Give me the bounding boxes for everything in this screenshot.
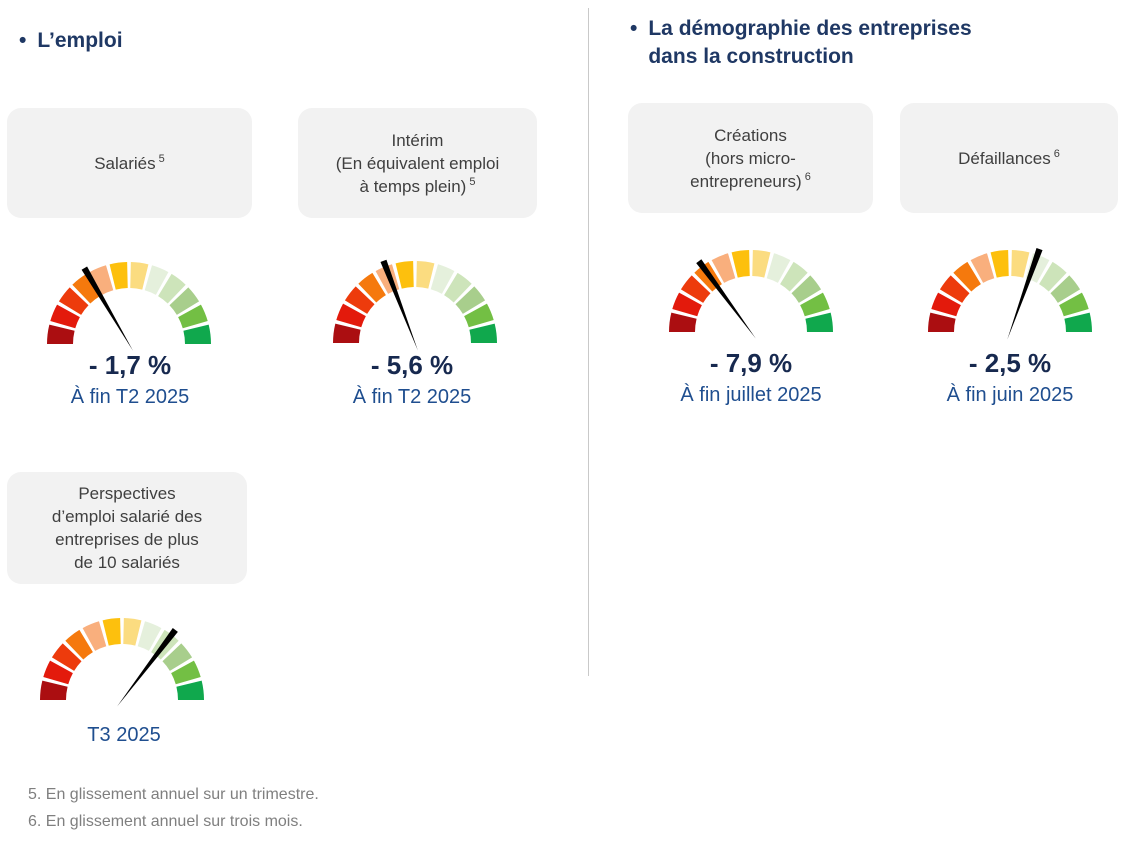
gauge-period: À fin T2 2025 bbox=[352, 386, 472, 408]
reading-creations: - 7,9 % À fin juillet 2025 bbox=[631, 348, 871, 408]
bullet-icon: • bbox=[630, 17, 638, 40]
label-box-creations-text: Créations (hors micro- entrepreneurs) 6 bbox=[690, 124, 811, 193]
box-line: (hors micro- bbox=[705, 148, 796, 168]
box-line: entrepreneurs) 6 bbox=[690, 170, 811, 191]
box-line: d’emploi salarié des bbox=[51, 507, 203, 526]
footnote-ref: 6 bbox=[804, 170, 811, 183]
gauge-perspectives bbox=[40, 618, 205, 707]
box-line: à temps plein) 5 bbox=[359, 175, 476, 196]
gauge-value: - 2,5 % bbox=[968, 348, 1052, 378]
gauge-creations bbox=[669, 250, 833, 339]
gauge-salaries bbox=[47, 262, 212, 351]
footnote-6: 6. En glissement annuel sur trois mois. bbox=[28, 813, 303, 830]
title-line-2: dans la construction bbox=[648, 45, 854, 68]
gauge-period: T3 2025 bbox=[87, 724, 161, 746]
bullet-icon: • bbox=[19, 29, 27, 52]
label-box-perspectives-text: Perspectives d’emploi salarié des entrep… bbox=[52, 482, 202, 574]
label-box-interim: Intérim (En équivalent emploi à temps pl… bbox=[298, 108, 537, 218]
box-line: de 10 salariés bbox=[74, 553, 180, 572]
reading-salaries: - 1,7 % À fin T2 2025 bbox=[10, 350, 250, 410]
label-box-salaries-text: Salariés 5 bbox=[94, 152, 165, 175]
box-line: Perspectives bbox=[78, 484, 176, 503]
gauge-value: - 5,6 % bbox=[370, 350, 454, 380]
label-box-interim-text: Intérim (En équivalent emploi à temps pl… bbox=[336, 129, 499, 198]
footnote-5: 5. En glissement annuel sur un trimestre… bbox=[28, 786, 319, 803]
gauge-interim bbox=[333, 259, 497, 351]
vertical-divider bbox=[588, 8, 589, 676]
footnotes: 5. En glissement annuel sur un trimestre… bbox=[28, 781, 319, 835]
gauge-period: À fin juillet 2025 bbox=[680, 384, 822, 406]
section-title-demographie-text: La démographie des entreprises dans la c… bbox=[648, 15, 971, 71]
label-box-perspectives: Perspectives d’emploi salarié des entrep… bbox=[7, 472, 247, 584]
reading-perspectives: T3 2025 bbox=[4, 722, 244, 748]
label-box-defaillances-text: Défaillances 6 bbox=[958, 147, 1060, 168]
gauge-value: - 1,7 % bbox=[88, 350, 172, 380]
footnote-ref: 5 bbox=[158, 152, 165, 165]
box-line: (En équivalent emploi bbox=[335, 153, 500, 173]
section-title-emploi: • L’emploi bbox=[19, 27, 123, 55]
reading-defaillances: - 2,5 % À fin juin 2025 bbox=[890, 348, 1130, 408]
box-line: Créations bbox=[714, 125, 787, 145]
title-line-1: La démographie des entreprises bbox=[648, 17, 972, 40]
reading-interim: - 5,6 % À fin T2 2025 bbox=[292, 350, 532, 410]
label-box-defaillances: Défaillances 6 bbox=[900, 103, 1118, 213]
gauge-value: - 7,9 % bbox=[709, 348, 793, 378]
gauge-defaillances bbox=[928, 248, 1092, 340]
section-title-emploi-text: L’emploi bbox=[37, 29, 123, 52]
label-box-salaries: Salariés 5 bbox=[7, 108, 252, 218]
box-line: Salariés bbox=[94, 153, 156, 173]
footnote-ref: 5 bbox=[469, 175, 476, 188]
box-line: Intérim bbox=[391, 130, 444, 150]
section-title-demographie: • La démographie des entreprises dans la… bbox=[630, 15, 972, 71]
label-box-creations: Créations (hors micro- entrepreneurs) 6 bbox=[628, 103, 873, 213]
box-line: entreprises de plus bbox=[55, 530, 199, 549]
gauge-period: À fin juin 2025 bbox=[946, 384, 1074, 406]
gauge-period: À fin T2 2025 bbox=[70, 386, 190, 408]
footnote-ref: 6 bbox=[1053, 147, 1060, 160]
